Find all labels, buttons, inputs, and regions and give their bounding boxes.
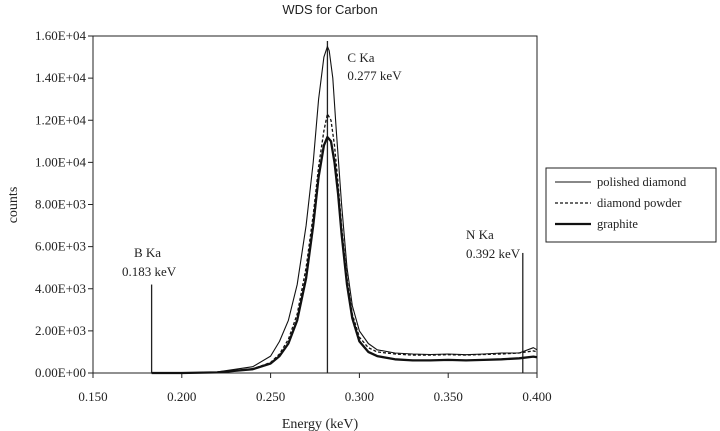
annotation-label-line1: N Ka <box>466 227 494 242</box>
series-line-diamond-powder <box>151 113 538 374</box>
y-tick-label: 1.00E+04 <box>35 154 87 169</box>
x-tick-label: 0.250 <box>256 389 285 404</box>
annotation-label-line2: 0.277 keV <box>347 68 402 83</box>
y-tick-label: 6.00E+03 <box>35 239 86 254</box>
y-tick-label: 4.00E+03 <box>35 281 86 296</box>
y-axis-title: counts <box>6 187 21 224</box>
y-tick-label: 2.00E+03 <box>35 323 86 338</box>
x-tick-label: 0.300 <box>345 389 374 404</box>
x-tick-label: 0.150 <box>78 389 107 404</box>
series-line-graphite <box>151 135 538 375</box>
y-tick-label: 0.00E+00 <box>35 365 86 380</box>
annotation-label-line1: C Ka <box>347 50 374 65</box>
x-tick-label: 0.200 <box>167 389 196 404</box>
x-tick-label: 0.400 <box>522 389 551 404</box>
y-tick-label: 1.60E+04 <box>35 28 87 43</box>
legend-label: polished diamond <box>597 175 687 189</box>
y-tick-label: 8.00E+03 <box>35 197 86 212</box>
x-tick-label: 0.350 <box>434 389 463 404</box>
series-line-polished-diamond <box>151 45 538 374</box>
legend-box <box>545 167 717 243</box>
annotation-label-line2: 0.392 keV <box>466 246 521 261</box>
annotation-label-line1: B Ka <box>134 245 161 260</box>
chart-title: WDS for Carbon <box>282 2 377 17</box>
legend: polished diamond diamond powder graphite <box>545 167 717 243</box>
plot-area: 0.00E+00 2.00E+03 4.00E+03 6.00E+03 8.00E+03… <box>35 28 552 404</box>
legend-label: diamond powder <box>597 196 682 210</box>
y-tick-label: 1.20E+04 <box>35 112 87 127</box>
legend-label: graphite <box>597 217 638 231</box>
y-tick-label: 1.40E+04 <box>35 70 87 85</box>
x-axis-title: Energy (keV) <box>282 417 359 431</box>
annotation-label-line2: 0.183 keV <box>122 264 177 279</box>
